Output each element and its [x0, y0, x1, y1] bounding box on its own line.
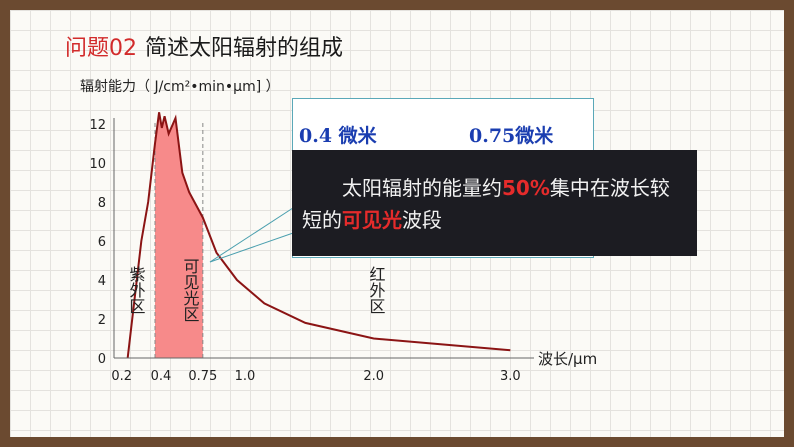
question-number: 问题02	[65, 36, 137, 61]
question-text: 简述太阳辐射的组成	[145, 36, 344, 61]
highlight-visible: 可见光	[342, 208, 402, 232]
visible-light-area	[155, 112, 203, 358]
y-tick-label: 4	[98, 274, 106, 289]
radiation-curve	[126, 112, 511, 359]
y-tick-label: 10	[89, 157, 106, 172]
y-tick-label: 12	[89, 118, 106, 133]
y-tick-label: 2	[98, 313, 106, 328]
highlight-percent: 50%	[502, 176, 550, 200]
y-tick-label: 6	[98, 235, 106, 250]
x-tick-label: 0.2	[111, 369, 132, 384]
y-tick-label: 8	[98, 196, 106, 211]
x-tick-label: 3.0	[500, 369, 521, 384]
visible-region-label: 可见光区	[181, 258, 200, 322]
x-tick-label: 1.0	[235, 369, 256, 384]
x-tick-label: 0.4	[151, 369, 172, 384]
radiation-chart: 0 2 4 6 8 10 12 0.2 0.4 0.75 1.0 2.0 3.0 波长/μm 紫外区 可见光区…	[89, 112, 597, 384]
slide: 问题02 简述太阳辐射的组成 辐射能力（ J/cm²•min•μm] ） 0 2 4 6…	[10, 10, 784, 437]
x-tick-label: 0.75	[188, 369, 217, 384]
x-axis-label: 波长/μm	[538, 350, 597, 368]
x-tick-label: 2.0	[363, 369, 384, 384]
infrared-region-label: 红外区	[367, 266, 386, 314]
callout-box: 太阳辐射的能量约50%集中在波长较短的可见光波段	[292, 150, 697, 256]
micron-label-right: 0.75微米	[469, 125, 554, 147]
callout-text: 太阳辐射的能量约50%集中在波长较短的可见光波段	[302, 176, 670, 232]
micron-label-left: 0.4 微米	[299, 125, 377, 147]
page-title: 问题02 简述太阳辐射的组成	[65, 30, 343, 62]
ultraviolet-region-label: 紫外区	[127, 266, 146, 314]
y-axis-label: 辐射能力（ J/cm²•min•μm] ）	[80, 79, 280, 95]
callout-pointer-1	[209, 205, 297, 263]
callout-pointer-2	[209, 231, 297, 263]
y-tick-label: 0	[98, 352, 106, 367]
